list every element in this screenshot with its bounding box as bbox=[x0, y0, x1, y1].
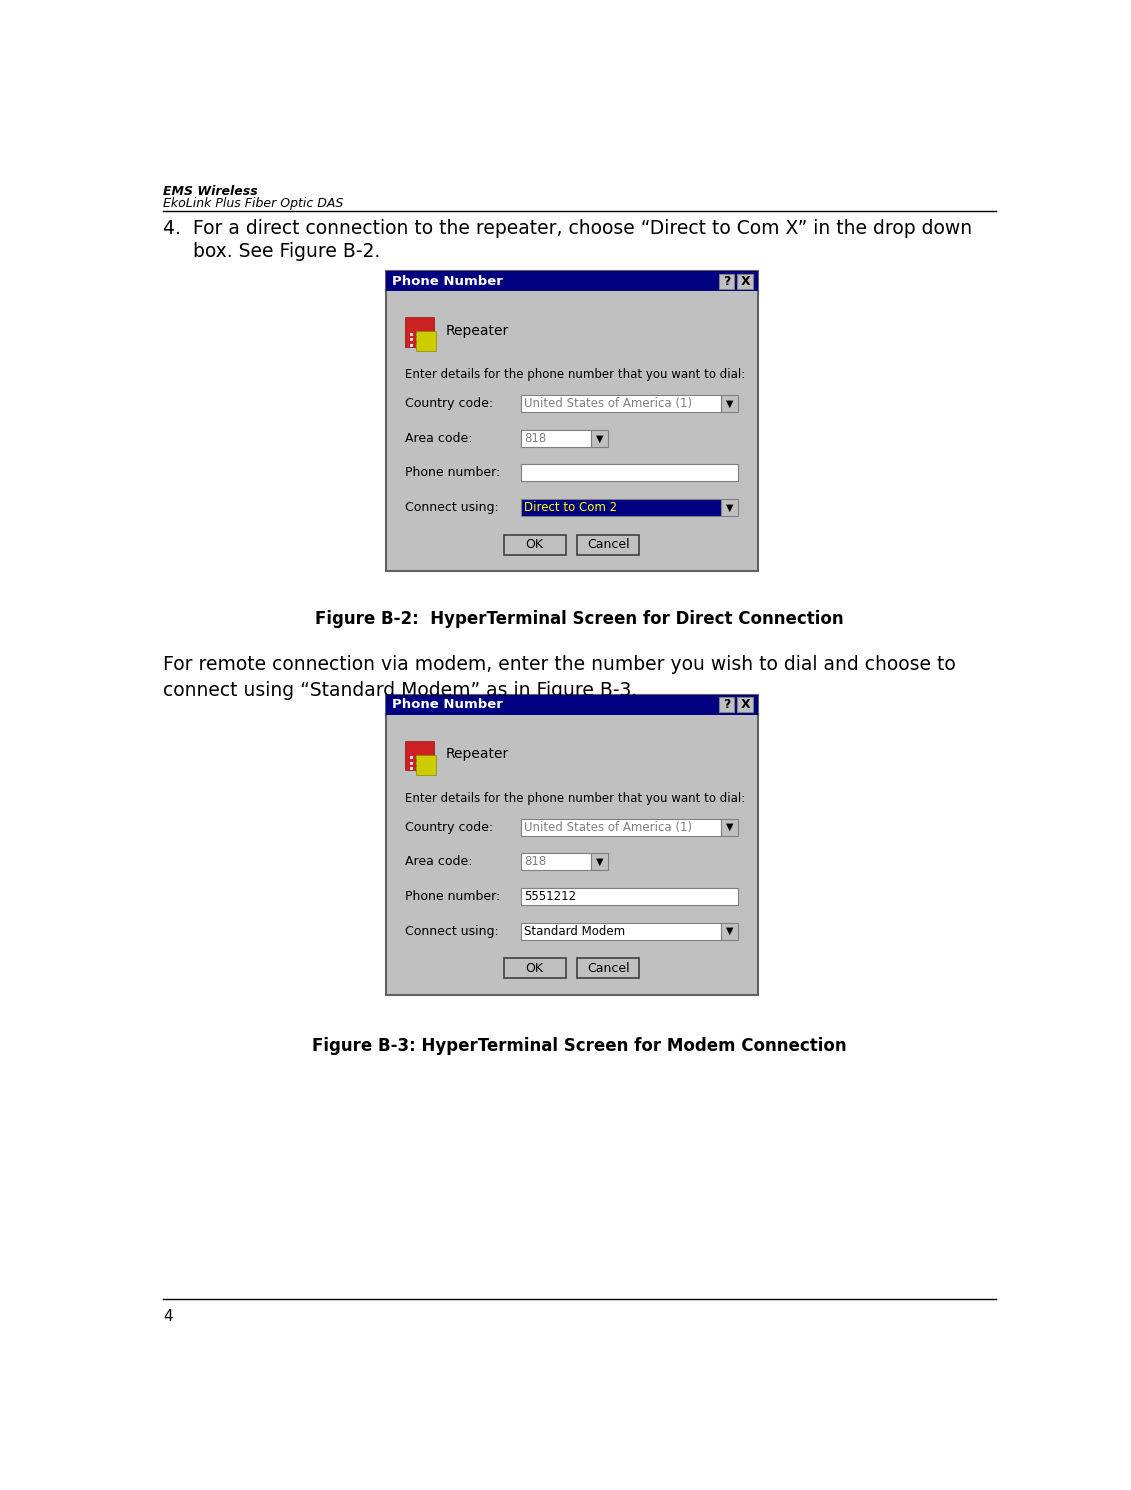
Text: Figure B-3: HyperTerminal Screen for Modem Connection: Figure B-3: HyperTerminal Screen for Mod… bbox=[312, 1037, 847, 1055]
Text: Repeater: Repeater bbox=[446, 746, 509, 761]
Text: Direct to Com 2: Direct to Com 2 bbox=[525, 501, 618, 514]
Bar bbox=[416, 332, 420, 335]
Text: Enter details for the phone number that you want to dial:: Enter details for the phone number that … bbox=[405, 791, 745, 805]
Bar bbox=[386, 694, 758, 715]
Bar bbox=[409, 332, 414, 335]
Bar bbox=[416, 338, 420, 341]
Text: 818: 818 bbox=[525, 432, 546, 446]
Text: Phone Number: Phone Number bbox=[391, 274, 502, 288]
Bar bbox=[422, 757, 425, 760]
Text: 4: 4 bbox=[163, 1310, 173, 1325]
Bar bbox=[416, 757, 420, 760]
Text: ▼: ▼ bbox=[596, 434, 603, 444]
Bar bbox=[577, 535, 639, 554]
Bar bbox=[521, 922, 722, 940]
Text: Enter details for the phone number that you want to dial:: Enter details for the phone number that … bbox=[405, 368, 745, 381]
Bar bbox=[521, 429, 590, 447]
Bar bbox=[722, 922, 739, 940]
Bar bbox=[386, 694, 758, 995]
Bar bbox=[503, 958, 566, 977]
Text: EkoLink Plus Fiber Optic DAS: EkoLink Plus Fiber Optic DAS bbox=[163, 197, 344, 210]
Bar bbox=[386, 271, 758, 291]
Bar bbox=[409, 344, 414, 347]
Bar bbox=[405, 741, 434, 770]
Text: OK: OK bbox=[526, 538, 544, 551]
Text: ▼: ▼ bbox=[726, 927, 733, 936]
Text: OK: OK bbox=[526, 961, 544, 974]
Bar bbox=[503, 535, 566, 554]
Text: box. See Figure B-2.: box. See Figure B-2. bbox=[163, 241, 380, 261]
Text: ▼: ▼ bbox=[726, 502, 733, 513]
Text: ▼: ▼ bbox=[596, 857, 603, 867]
Bar bbox=[409, 757, 414, 760]
Bar bbox=[386, 271, 758, 572]
Bar bbox=[422, 761, 425, 764]
Text: Area code:: Area code: bbox=[405, 432, 473, 446]
Text: For remote connection via modem, enter the number you wish to dial and choose to: For remote connection via modem, enter t… bbox=[163, 654, 956, 673]
Bar bbox=[422, 767, 425, 770]
Bar bbox=[409, 761, 414, 764]
Bar bbox=[422, 332, 425, 335]
Text: Cancel: Cancel bbox=[587, 961, 630, 974]
Text: Phone number:: Phone number: bbox=[405, 466, 500, 480]
Text: 5551212: 5551212 bbox=[525, 890, 577, 903]
Bar bbox=[521, 854, 590, 870]
Bar bbox=[718, 274, 734, 289]
Text: Figure B-2:  HyperTerminal Screen for Direct Connection: Figure B-2: HyperTerminal Screen for Dir… bbox=[316, 609, 844, 627]
Bar bbox=[409, 767, 414, 770]
Text: X: X bbox=[741, 699, 750, 711]
Text: ▼: ▼ bbox=[726, 399, 733, 408]
Text: Country code:: Country code: bbox=[405, 398, 493, 410]
Bar bbox=[521, 499, 722, 516]
Text: United States of America (1): United States of America (1) bbox=[525, 398, 692, 410]
Text: Connect using:: Connect using: bbox=[405, 925, 499, 937]
Bar bbox=[422, 338, 425, 341]
Bar bbox=[405, 317, 434, 347]
Text: Repeater: Repeater bbox=[446, 323, 509, 338]
Bar bbox=[416, 331, 435, 352]
Text: Cancel: Cancel bbox=[587, 538, 630, 551]
Bar bbox=[722, 818, 739, 836]
Bar bbox=[521, 465, 739, 481]
Bar bbox=[416, 767, 420, 770]
Text: Phone number:: Phone number: bbox=[405, 890, 500, 903]
Bar bbox=[521, 395, 722, 413]
Bar bbox=[521, 888, 739, 904]
Text: ?: ? bbox=[723, 274, 731, 288]
Bar bbox=[718, 697, 734, 712]
Text: ▼: ▼ bbox=[726, 822, 733, 831]
Text: Area code:: Area code: bbox=[405, 855, 473, 869]
Text: 818: 818 bbox=[525, 855, 546, 869]
Bar bbox=[577, 958, 639, 977]
Bar bbox=[722, 395, 739, 413]
Text: Country code:: Country code: bbox=[405, 821, 493, 833]
Text: X: X bbox=[741, 274, 750, 288]
Bar bbox=[416, 755, 435, 775]
Text: Phone Number: Phone Number bbox=[391, 699, 502, 711]
Bar bbox=[521, 818, 722, 836]
Bar bbox=[737, 697, 753, 712]
Bar bbox=[416, 761, 420, 764]
Text: Standard Modem: Standard Modem bbox=[525, 925, 625, 937]
Bar bbox=[422, 344, 425, 347]
Text: ?: ? bbox=[723, 699, 731, 711]
Bar bbox=[722, 499, 739, 516]
Text: connect using “Standard Modem” as in Figure B-3.: connect using “Standard Modem” as in Fig… bbox=[163, 681, 638, 700]
Text: EMS Wireless: EMS Wireless bbox=[163, 185, 258, 198]
Bar bbox=[590, 854, 608, 870]
Bar bbox=[590, 429, 608, 447]
Text: Connect using:: Connect using: bbox=[405, 501, 499, 514]
Text: United States of America (1): United States of America (1) bbox=[525, 821, 692, 833]
Bar bbox=[409, 338, 414, 341]
Bar bbox=[737, 274, 753, 289]
Text: 4.  For a direct connection to the repeater, choose “Direct to Com X” in the dro: 4. For a direct connection to the repeat… bbox=[163, 219, 973, 238]
Bar bbox=[416, 344, 420, 347]
